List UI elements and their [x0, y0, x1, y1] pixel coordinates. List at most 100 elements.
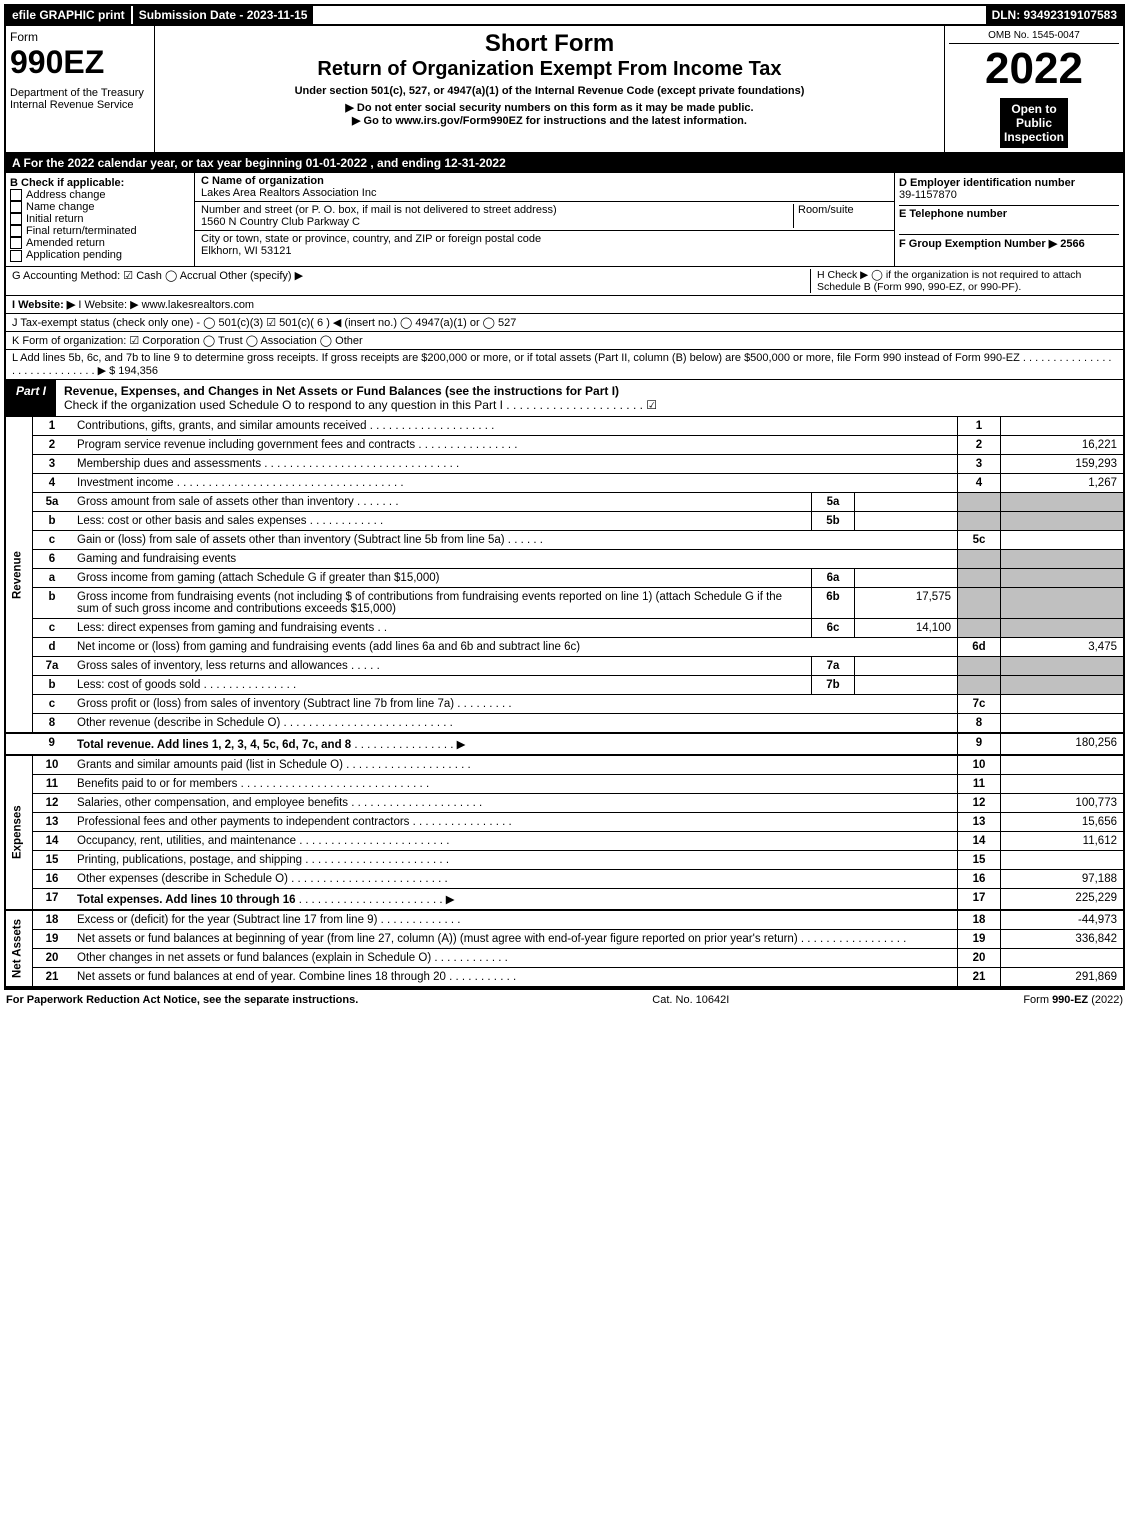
line-desc: Other changes in net assets or fund bala… — [77, 952, 431, 964]
sub-label: 7b — [812, 675, 855, 694]
checkbox-icon[interactable] — [10, 225, 22, 237]
line-numcol: 18 — [958, 910, 1001, 930]
sub-label: 6b — [812, 587, 855, 618]
checkbox-icon[interactable] — [10, 237, 22, 249]
line-numcol: 7c — [958, 694, 1001, 713]
line-desc: Gross sales of inventory, less returns a… — [77, 660, 348, 672]
sub-val: 17,575 — [855, 587, 958, 618]
part-1-header: Part I Revenue, Expenses, and Changes in… — [4, 380, 1125, 417]
line-val: 16,221 — [1001, 435, 1125, 454]
row-i-website[interactable]: I Website: ▶ I Website: ▶ www.lakesrealt… — [4, 296, 1125, 314]
line-val: 336,842 — [1001, 929, 1125, 948]
line-num: 21 — [33, 967, 72, 987]
opt-name-change: Name change — [26, 201, 95, 213]
submission-date: Submission Date - 2023-11-15 — [131, 6, 314, 24]
line-desc: Printing, publications, postage, and shi… — [77, 854, 302, 866]
line-val — [1001, 774, 1125, 793]
line-num: b — [33, 511, 72, 530]
shade-cell — [958, 549, 1001, 568]
opt-amended: Amended return — [26, 237, 105, 249]
checkbox-icon[interactable] — [10, 250, 22, 262]
line-val: -44,973 — [1001, 910, 1125, 930]
line-desc: Membership dues and assessments — [77, 458, 261, 470]
row-k-org-form: K Form of organization: ☑ Corporation ◯ … — [4, 332, 1125, 350]
shade-cell — [958, 656, 1001, 675]
line-desc: Grants and similar amounts paid (list in… — [77, 759, 343, 771]
org-name: Lakes Area Realtors Association Inc — [201, 187, 376, 199]
row-g-accounting: G Accounting Method: ☑ Cash ◯ Accrual Ot… — [12, 269, 810, 293]
checkbox-icon[interactable] — [10, 201, 22, 213]
line-val: 3,475 — [1001, 637, 1125, 656]
line-num: 10 — [33, 755, 72, 775]
shade-cell — [958, 618, 1001, 637]
shade-cell — [958, 511, 1001, 530]
part-1-label: Part I — [6, 380, 56, 416]
website-text: I Website: ▶ www.lakesrealtors.com — [78, 299, 254, 311]
efile-print-button[interactable]: efile GRAPHIC print — [6, 6, 131, 24]
line-num: b — [33, 675, 72, 694]
street-value: 1560 N Country Club Parkway C — [201, 216, 360, 228]
section-a: A For the 2022 calendar year, or tax yea… — [4, 154, 1125, 173]
revenue-vert-label: Revenue — [5, 417, 33, 733]
shade-cell — [958, 675, 1001, 694]
form-header: Form 990EZ Department of the Treasury In… — [4, 26, 1125, 154]
lines-table: Revenue 1 Contributions, gifts, grants, … — [4, 417, 1125, 988]
line-numcol: 17 — [958, 888, 1001, 910]
line-val: 1,267 — [1001, 473, 1125, 492]
line-num: 12 — [33, 793, 72, 812]
sub-val — [855, 511, 958, 530]
line-val — [1001, 713, 1125, 733]
line-numcol: 20 — [958, 948, 1001, 967]
form-number: 990EZ — [10, 44, 150, 81]
ein-value: 39-1157870 — [899, 189, 957, 201]
line-desc: Program service revenue including govern… — [77, 439, 415, 451]
line-val: 180,256 — [1001, 733, 1125, 755]
omb-number: OMB No. 1545-0047 — [949, 30, 1119, 44]
line-desc: Benefits paid to or for members — [77, 778, 237, 790]
line-numcol: 5c — [958, 530, 1001, 549]
shade-cell — [1001, 618, 1125, 637]
section-c: C Name of organization Lakes Area Realto… — [195, 173, 895, 266]
sub-label: 5b — [812, 511, 855, 530]
line-desc: Other expenses (describe in Schedule O) — [77, 873, 288, 885]
street-label: Number and street (or P. O. box, if mail… — [201, 204, 557, 216]
dln: DLN: 93492319107583 — [986, 6, 1123, 24]
tax-year: 2022 — [949, 44, 1119, 94]
line-val — [1001, 417, 1125, 436]
opt-final-return: Final return/terminated — [26, 225, 137, 237]
shade-cell — [1001, 511, 1125, 530]
sub-val — [855, 675, 958, 694]
line-desc: Less: direct expenses from gaming and fu… — [77, 622, 374, 634]
checkbox-icon[interactable] — [10, 189, 22, 201]
room-suite: Room/suite — [793, 204, 888, 228]
line-numcol: 21 — [958, 967, 1001, 987]
line-num: 6 — [33, 549, 72, 568]
city-label: City or town, state or province, country… — [201, 233, 541, 245]
footer-right: Form 990-EZ (2022) — [1023, 994, 1123, 1006]
line-val: 159,293 — [1001, 454, 1125, 473]
shade-cell — [1001, 549, 1125, 568]
line-desc: Total revenue. Add lines 1, 2, 3, 4, 5c,… — [77, 739, 351, 751]
line-num: 19 — [33, 929, 72, 948]
shade-cell — [958, 492, 1001, 511]
line-num: a — [33, 568, 72, 587]
line-numcol: 1 — [958, 417, 1001, 436]
line-desc: Gross income from fundraising events (no… — [71, 587, 812, 618]
line-num: 9 — [33, 733, 72, 755]
misc-rows: G Accounting Method: ☑ Cash ◯ Accrual Ot… — [4, 267, 1125, 380]
subtitle: Under section 501(c), 527, or 4947(a)(1)… — [159, 85, 940, 97]
line-desc: Occupancy, rent, utilities, and maintena… — [77, 835, 296, 847]
sub-label: 5a — [812, 492, 855, 511]
line-val — [1001, 755, 1125, 775]
line-numcol: 4 — [958, 473, 1001, 492]
line-val: 97,188 — [1001, 869, 1125, 888]
line-desc: Excess or (deficit) for the year (Subtra… — [77, 914, 377, 926]
line-numcol: 19 — [958, 929, 1001, 948]
line-numcol: 2 — [958, 435, 1001, 454]
line-numcol: 8 — [958, 713, 1001, 733]
line-num: 1 — [33, 417, 72, 436]
section-b-title: B Check if applicable: — [10, 177, 124, 189]
line-desc: Gross amount from sale of assets other t… — [77, 496, 354, 508]
goto-link[interactable]: ▶ Go to www.irs.gov/Form990EZ for instru… — [159, 114, 940, 127]
checkbox-icon[interactable] — [10, 213, 22, 225]
